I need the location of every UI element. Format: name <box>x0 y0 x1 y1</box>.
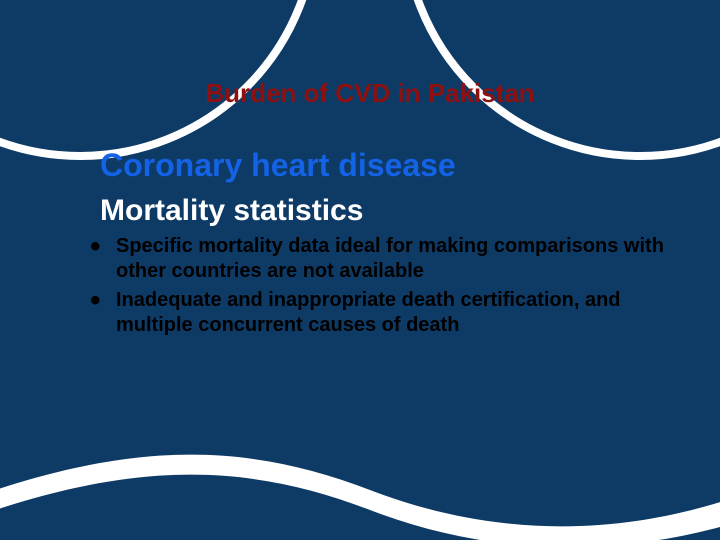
slide: Burden of CVD in Pakistan Coronary heart… <box>0 0 720 540</box>
bullet-list: Specific mortality data ideal for making… <box>70 234 670 338</box>
slide-subtitle-primary: Coronary heart disease <box>100 147 670 184</box>
content-area: Burden of CVD in Pakistan Coronary heart… <box>0 0 720 540</box>
list-item: Specific mortality data ideal for making… <box>90 234 670 284</box>
slide-title: Burden of CVD in Pakistan <box>70 78 670 109</box>
list-item: Inadequate and inappropriate death certi… <box>90 288 670 338</box>
slide-subtitle-secondary: Mortality statistics <box>100 194 670 228</box>
